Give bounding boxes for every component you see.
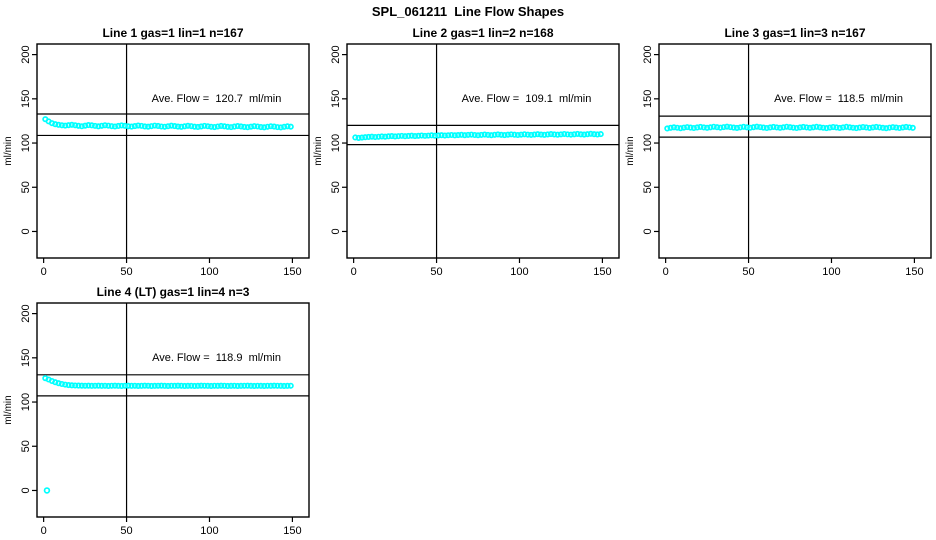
panel-title: Line 3 gas=1 lin=3 n=167 — [724, 26, 866, 40]
ave-flow-annotation: Ave. Flow = 118.5 ml/min — [774, 93, 903, 105]
svg-text:0: 0 — [20, 487, 32, 493]
ave-flow-annotation: Ave. Flow = 120.7 ml/min — [151, 93, 282, 105]
svg-text:0: 0 — [351, 266, 357, 278]
y-axis-label: ml/min — [3, 395, 14, 425]
svg-text:100: 100 — [330, 134, 342, 152]
svg-text:200: 200 — [330, 45, 342, 63]
svg-text:150: 150 — [593, 266, 611, 278]
y-axis-label: ml/min — [625, 136, 636, 166]
panel-title: Line 4 (LT) gas=1 lin=4 n=3 — [96, 285, 250, 299]
svg-text:100: 100 — [822, 266, 840, 278]
svg-text:50: 50 — [742, 266, 754, 278]
svg-text:150: 150 — [330, 90, 342, 108]
y-axis-label: ml/min — [3, 136, 14, 166]
svg-text:100: 100 — [20, 134, 32, 152]
svg-text:50: 50 — [20, 181, 32, 193]
svg-text:0: 0 — [41, 525, 47, 537]
svg-text:200: 200 — [20, 45, 32, 63]
svg-text:50: 50 — [120, 525, 132, 537]
y-axis-label: ml/min — [313, 136, 324, 166]
svg-text:150: 150 — [283, 266, 301, 278]
svg-text:100: 100 — [642, 134, 654, 152]
panel-title: Line 1 gas=1 lin=1 n=167 — [102, 26, 244, 40]
svg-text:100: 100 — [200, 525, 218, 537]
svg-text:100: 100 — [510, 266, 528, 278]
svg-text:0: 0 — [41, 266, 47, 278]
svg-text:50: 50 — [20, 440, 32, 452]
plot-area: 0 50 100 150 0 50 100 150 200 — [20, 43, 310, 278]
svg-text:150: 150 — [642, 90, 654, 108]
ave-flow-annotation: Ave. Flow = 118.9 ml/min — [152, 352, 281, 364]
svg-text:150: 150 — [20, 349, 32, 367]
svg-text:50: 50 — [642, 181, 654, 193]
plot-area: 0 50 100 150 0 50 100 150 200 — [20, 302, 310, 537]
panel-line-3: Line 3 gas=1 lin=3 n=167 ml/min Ave. Flo… — [625, 26, 932, 278]
svg-text:0: 0 — [642, 228, 654, 234]
svg-text:150: 150 — [20, 90, 32, 108]
svg-text:0: 0 — [20, 228, 32, 234]
ave-flow-annotation: Ave. Flow = 109.1 ml/min — [461, 93, 592, 105]
svg-text:200: 200 — [20, 304, 32, 322]
svg-text:0: 0 — [330, 228, 342, 234]
svg-text:0: 0 — [663, 266, 669, 278]
figure-title: SPL_061211 Line Flow Shapes — [371, 4, 565, 19]
panel-line-2: Line 2 gas=1 lin=2 n=168 ml/min Ave. Flo… — [313, 26, 620, 278]
panel-title: Line 2 gas=1 lin=2 n=168 — [412, 26, 554, 40]
svg-text:100: 100 — [200, 266, 218, 278]
svg-text:150: 150 — [283, 525, 301, 537]
svg-text:100: 100 — [20, 393, 32, 411]
svg-text:200: 200 — [642, 45, 654, 63]
panel-line-4: Line 4 (LT) gas=1 lin=4 n=3 ml/min Ave. … — [3, 285, 310, 537]
svg-text:50: 50 — [120, 266, 132, 278]
svg-text:50: 50 — [330, 181, 342, 193]
panel-line-1: Line 1 gas=1 lin=1 n=167 ml/min Ave. Flo… — [3, 26, 310, 278]
svg-text:50: 50 — [430, 266, 442, 278]
svg-text:150: 150 — [905, 266, 923, 278]
plot-area: 0 50 100 150 0 50 100 150 200 — [642, 43, 932, 278]
plot-area: 0 50 100 150 0 50 100 150 200 — [330, 43, 620, 278]
